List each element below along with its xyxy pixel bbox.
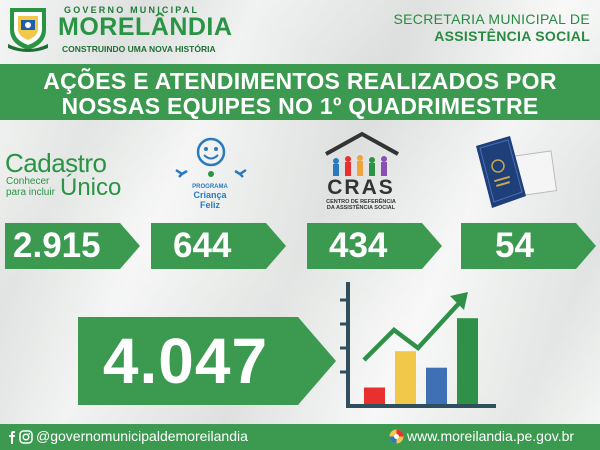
growth-bar — [457, 318, 478, 404]
cras-subtitle-2: DA ASSISTÊNCIA SOCIAL — [326, 205, 396, 211]
crianca-feliz-face-icon — [175, 137, 247, 178]
stat-arrow-shape — [151, 223, 286, 269]
stat-value: 54 — [495, 226, 534, 265]
title-banner — [0, 64, 600, 120]
social-handle[interactable]: @governomunicipaldemoreilandia — [36, 428, 248, 444]
crianca-feliz-label-1: PROGRAMA — [192, 184, 228, 190]
total-value: 4.047 — [102, 325, 269, 397]
crianca-feliz-label-3: Feliz — [199, 200, 220, 210]
cras-subtitle: CENTRO DE REFERÊNCIA DA ASSISTÊNCIA SOCI… — [316, 199, 406, 211]
city-name: MORELÂNDIA — [58, 13, 233, 41]
cras-house-icon — [325, 131, 399, 176]
cras-subtitle-1: CENTRO DE REFERÊNCIA — [326, 199, 396, 205]
government-label: GOVERNO MUNICIPAL — [64, 5, 200, 15]
instagram-icon[interactable] — [19, 430, 33, 444]
cadastro-unico-logo-name-2: Único — [60, 174, 122, 201]
stat-crianca-feliz: 644 — [151, 223, 286, 269]
stat-value: 2.915 — [13, 226, 101, 265]
slogan: CONSTRUINDO UMA NOVA HISTÓRIA — [62, 44, 216, 54]
total-arrow-shape — [78, 317, 336, 405]
growth-chart-icon — [340, 282, 496, 408]
cadastro-tagline-1: Conhecer — [6, 176, 50, 187]
title-line-1: AÇÕES E ATENDIMENTOS REALIZADOS POR — [43, 68, 557, 94]
cadastro-unico-tagline: Conhecer para incluir — [6, 176, 55, 198]
secretariat-line-2: ASSISTÊNCIA SOCIAL — [434, 28, 590, 44]
social-icons — [9, 430, 33, 444]
title-line-2: NOSSAS EQUIPES NO 1º QUADRIMESTRE — [61, 93, 539, 119]
globe-icon — [389, 429, 404, 444]
stat-cras: 434 — [307, 223, 442, 269]
work-card-icon — [476, 136, 558, 208]
stat-arrow-shape — [5, 223, 140, 269]
cras-logo-name: CRAS — [327, 176, 395, 199]
chart-axis — [340, 282, 496, 408]
stat-arrow-shape — [307, 223, 442, 269]
footer-bar — [0, 424, 600, 450]
cadastro-unico-logo-name: Cadastro — [5, 148, 107, 178]
growth-bar — [364, 387, 385, 404]
municipal-logo: GOVERNO MUNICIPAL MORELÂNDIA CONSTRUINDO… — [6, 4, 236, 56]
growth-bar — [395, 351, 416, 404]
secretariat-line-1: SECRETARIA MUNICIPAL DE — [393, 11, 590, 27]
stat-arrow-shape — [461, 223, 596, 269]
growth-arrowhead — [450, 292, 468, 310]
city-crest-icon — [8, 8, 48, 52]
cadastro-tagline-2: para incluir — [6, 187, 55, 198]
stat-carteira-trabalho: 54 — [461, 223, 596, 269]
crianca-feliz-label-2: Criança — [193, 190, 227, 200]
stat-cadastro-unico: 2.915 — [5, 223, 140, 269]
facebook-icon[interactable] — [9, 431, 15, 444]
growth-bar — [426, 367, 447, 404]
total-arrow: 4.047 — [78, 317, 338, 405]
website-link[interactable]: www.moreilandia.pe.gov.br — [407, 428, 575, 444]
growth-trend-arrow — [362, 298, 464, 362]
stat-value: 644 — [173, 226, 232, 265]
stat-value: 434 — [329, 226, 388, 265]
